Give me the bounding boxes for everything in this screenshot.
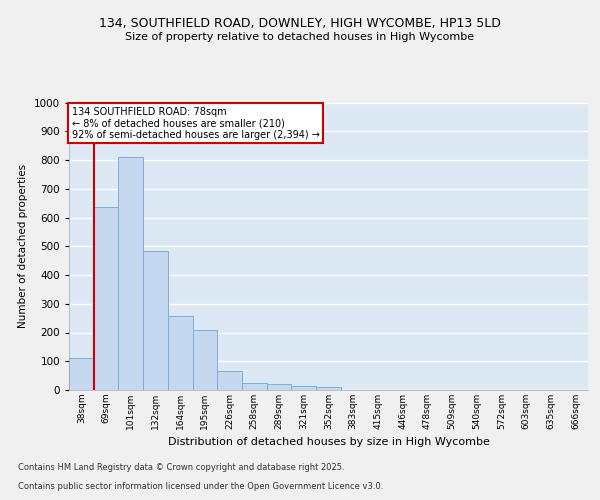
Text: 134 SOUTHFIELD ROAD: 78sqm
← 8% of detached houses are smaller (210)
92% of semi: 134 SOUTHFIELD ROAD: 78sqm ← 8% of detac…: [71, 107, 319, 140]
Bar: [242, 383, 267, 390]
Bar: [316, 387, 341, 390]
Text: Contains HM Land Registry data © Crown copyright and database right 2025.: Contains HM Land Registry data © Crown c…: [18, 464, 344, 472]
Text: Contains public sector information licensed under the Open Government Licence v3: Contains public sector information licen…: [18, 482, 383, 491]
Bar: [143, 251, 168, 390]
Bar: [217, 372, 242, 390]
Bar: [94, 208, 118, 390]
Bar: [118, 157, 143, 390]
Text: Size of property relative to detached houses in High Wycombe: Size of property relative to detached ho…: [125, 32, 475, 42]
Bar: [292, 386, 316, 390]
Y-axis label: Number of detached properties: Number of detached properties: [18, 164, 28, 328]
Bar: [193, 330, 217, 390]
Bar: [168, 316, 193, 390]
Bar: [267, 384, 292, 390]
X-axis label: Distribution of detached houses by size in High Wycombe: Distribution of detached houses by size …: [167, 438, 490, 448]
Text: 134, SOUTHFIELD ROAD, DOWNLEY, HIGH WYCOMBE, HP13 5LD: 134, SOUTHFIELD ROAD, DOWNLEY, HIGH WYCO…: [99, 18, 501, 30]
Bar: [69, 358, 94, 390]
